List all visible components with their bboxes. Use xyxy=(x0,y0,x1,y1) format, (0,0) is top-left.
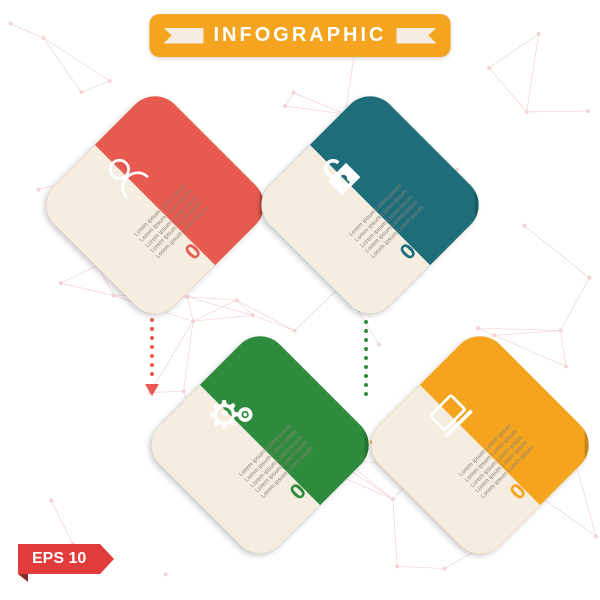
tile-01: Lorem ipsum Lorem ipsumLorem ipsum Lorem… xyxy=(70,120,240,290)
laptop-icon xyxy=(418,383,484,449)
header-title: INFOGRAPHIC xyxy=(214,24,387,47)
ribbon-left xyxy=(164,28,204,44)
header-banner: INFOGRAPHIC xyxy=(150,14,451,57)
ribbon-right xyxy=(397,28,437,44)
eps-text: EPS 10 xyxy=(32,550,86,567)
person-icon xyxy=(93,143,159,209)
tile-02: Lorem ipsum Lorem ipsumLorem ipsum Lorem… xyxy=(175,360,345,530)
tile-04: Lorem ipsum Lorem ipsumLorem ipsum Lorem… xyxy=(395,360,565,530)
eps-badge: EPS 10 xyxy=(18,544,114,574)
gears-icon xyxy=(198,383,264,449)
lock-icon xyxy=(308,143,374,209)
tile-03: Lorem ipsum Lorem ipsumLorem ipsum Lorem… xyxy=(285,120,455,290)
